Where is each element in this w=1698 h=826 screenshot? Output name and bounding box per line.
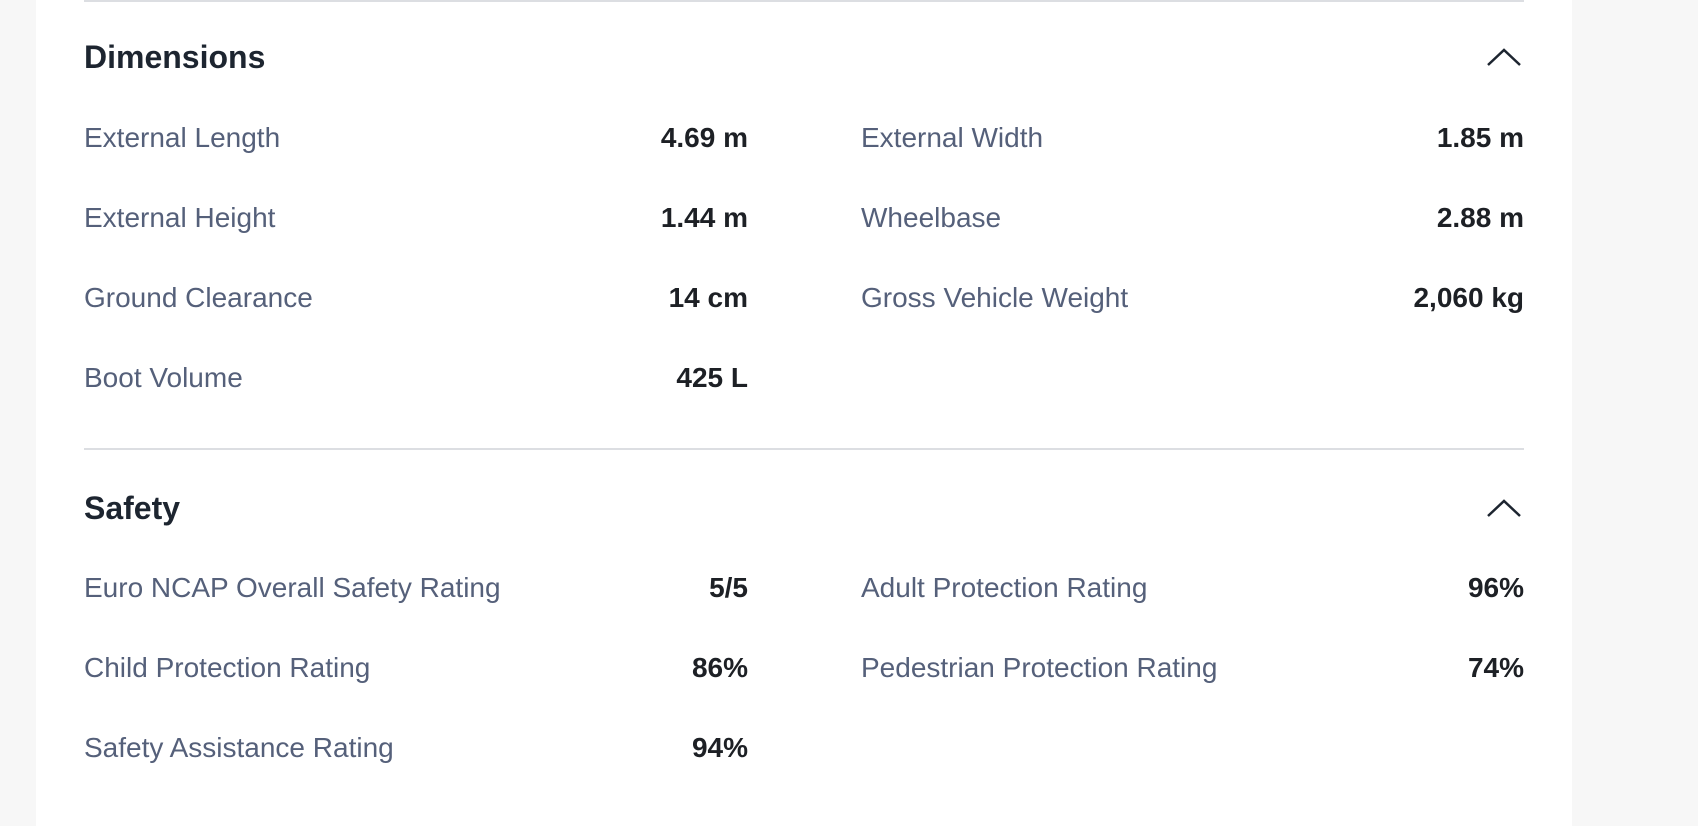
spec-label: Safety Assistance Rating [84,732,394,763]
spec-value: 86% [691,652,748,683]
spec-value: 1.44 m [660,202,748,233]
chevron-up-icon[interactable] [1486,498,1522,518]
spec-value: 96% [1467,572,1524,603]
spec-row: Safety Assistance Rating 94% [84,728,748,768]
spec-label: Boot Volume [84,362,243,393]
spec-row: Pedestrian Protection Rating 74% [861,648,1524,688]
spec-label: Gross Vehicle Weight [861,282,1129,313]
spec-row: Ground Clearance 14 cm [84,278,748,318]
spec-row: Adult Protection Rating 96% [861,568,1524,608]
spec-value: 1.85 m [1436,122,1524,153]
section-title-safety[interactable]: Safety [84,490,181,526]
spec-label: External Width [861,122,1044,153]
spec-label: Child Protection Rating [84,652,371,683]
spec-value: 2.88 m [1436,202,1524,233]
divider [84,448,1524,450]
spec-row: Wheelbase 2.88 m [861,198,1524,238]
spec-row: Gross Vehicle Weight 2,060 kg [861,278,1524,318]
spec-label: External Length [84,122,281,153]
spec-label: Wheelbase [861,202,1002,233]
spec-card [36,0,1572,826]
spec-label: Adult Protection Rating [861,572,1148,603]
spec-value: 14 cm [668,282,748,313]
spec-row: Boot Volume 425 L [84,358,748,398]
spec-value: 4.69 m [660,122,748,153]
spec-row: External Height 1.44 m [84,198,748,238]
spec-label: Euro NCAP Overall Safety Rating [84,572,501,603]
spec-value: 74% [1467,652,1524,683]
spec-value: 425 L [676,362,748,393]
spec-row: Child Protection Rating 86% [84,648,748,688]
spec-value: 5/5 [709,572,748,603]
spec-label: External Height [84,202,276,233]
section-title-dimensions[interactable]: Dimensions [84,39,266,75]
spec-value: 94% [691,732,748,763]
divider [84,0,1524,2]
spec-label: Pedestrian Protection Rating [861,652,1218,683]
spec-row: External Length 4.69 m [84,118,748,158]
spec-value: 2,060 kg [1413,282,1524,313]
spec-row: Euro NCAP Overall Safety Rating 5/5 [84,568,748,608]
spec-label: Ground Clearance [84,282,313,313]
chevron-up-icon[interactable] [1486,47,1522,67]
spec-row: External Width 1.85 m [861,118,1524,158]
